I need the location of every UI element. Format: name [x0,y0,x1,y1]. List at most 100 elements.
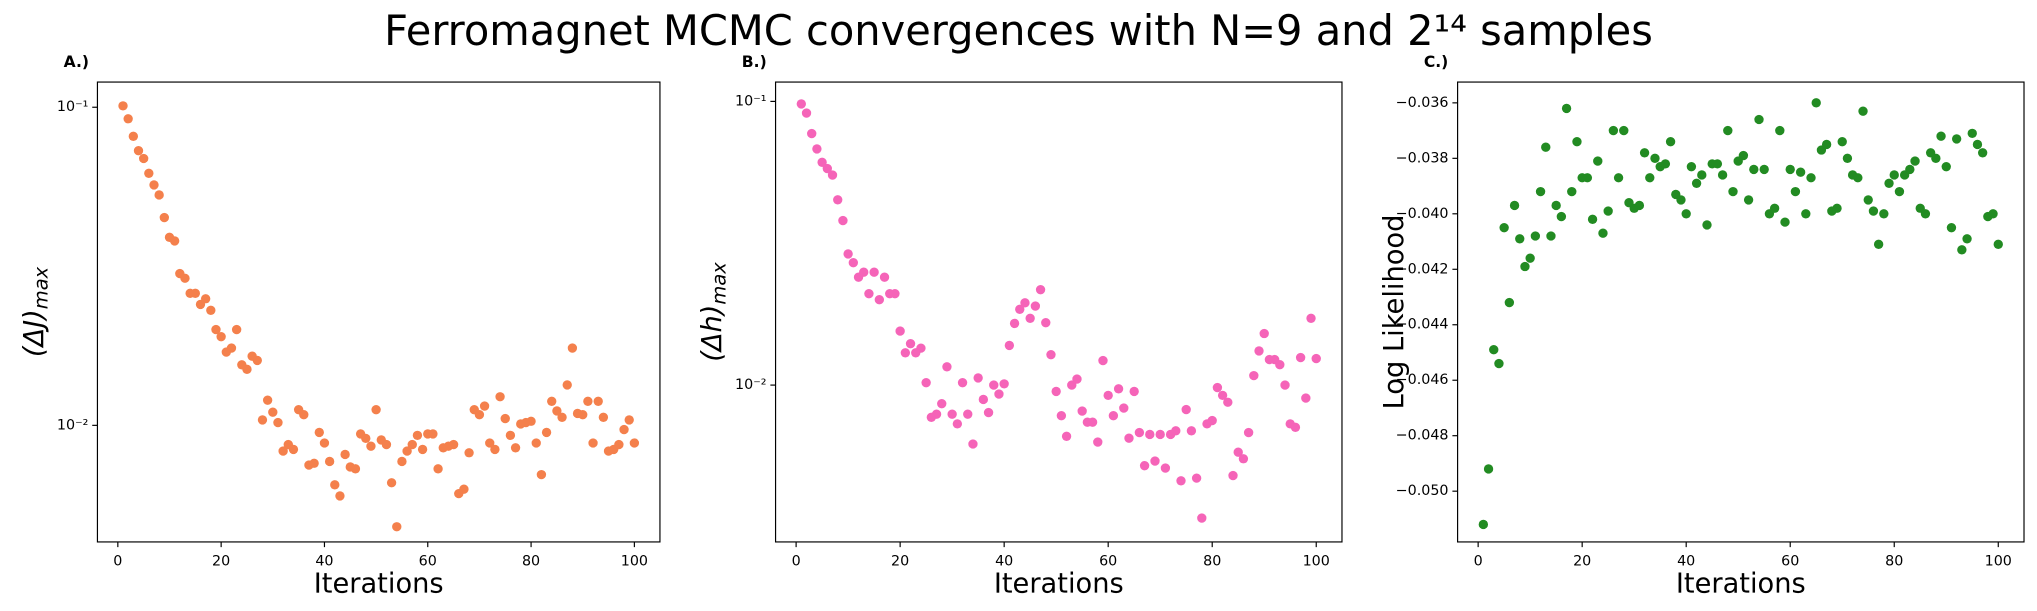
point [159,212,170,223]
point [1988,209,1998,219]
point [1181,404,1191,415]
point [1582,173,1593,183]
point [1290,422,1301,432]
point [1738,150,1749,161]
point [1972,139,1983,150]
point [490,444,500,455]
point [386,478,397,488]
point [1119,403,1129,413]
point [1520,261,1530,272]
point [1280,380,1290,390]
y-axis-label-main: (ΔJ) [19,309,50,357]
point [1186,426,1197,436]
y-tick-label: −0.038 [1396,150,1449,166]
point [495,392,505,402]
point [1967,128,1977,139]
y-axis-label: (ΔJ)max [19,266,52,357]
point [1561,103,1572,114]
point [531,438,541,448]
point [485,438,495,448]
y-axis-label: Log Likelihood [1379,215,1410,410]
point [1103,390,1113,401]
point [1795,167,1806,177]
point [350,464,361,474]
x-tick-label: 80 [1203,553,1221,569]
point [1509,200,1520,211]
point [1004,340,1015,351]
point [864,289,874,299]
point [510,443,521,453]
point [1676,195,1686,205]
point [1041,317,1051,328]
point [1977,148,1988,158]
point [1541,142,1551,152]
x-tick-label: 60 [419,553,437,569]
point [812,144,822,154]
point [1259,328,1269,339]
x-tick-label: 60 [1099,553,1117,569]
point [1645,173,1655,183]
point [1863,195,1873,205]
point [366,441,376,451]
point [583,396,593,406]
point [1931,153,1941,164]
point [262,395,273,405]
point [1494,358,1504,369]
point [1691,178,1702,188]
point [900,348,911,358]
point [890,289,900,299]
plot-frame [1457,81,2025,543]
point [869,267,879,277]
point [1832,203,1842,213]
point [324,456,335,467]
point [1728,186,1738,197]
point [624,415,634,425]
point [505,430,516,441]
point [1525,253,1535,263]
point [1551,200,1561,211]
y-tick-label: −0.046 [1396,372,1449,388]
point [1546,231,1556,241]
point [614,439,624,450]
point [1145,429,1155,440]
point [1056,411,1067,421]
point [1171,426,1181,436]
point [226,343,237,353]
point [541,427,552,438]
y-tick-label: −0.050 [1396,483,1449,499]
point [588,438,598,448]
point [335,491,345,501]
point [916,343,926,353]
plot-frame [96,81,661,543]
point [1962,234,1972,244]
point [874,295,885,305]
point [1889,170,1899,180]
point [1134,427,1145,438]
point [843,249,853,259]
point [1160,463,1171,473]
point [1087,417,1098,427]
point [1811,98,1821,108]
point [931,409,942,419]
x-tick-label: 40 [995,553,1013,569]
point [1785,164,1795,175]
point [942,362,952,372]
point [1113,384,1124,394]
point [1801,209,1811,219]
point [1093,437,1103,447]
point [1030,301,1041,311]
point [989,380,999,390]
x-tick-label: 100 [1985,553,2012,569]
x-tick-label: 40 [315,553,333,569]
x-tick-label: 100 [1303,553,1330,569]
point [963,409,973,419]
point [1254,346,1264,356]
point [464,448,474,458]
point [1556,211,1567,222]
y-axis-label: (Δh)max [697,262,730,362]
x-tick-label: 80 [1885,553,1903,569]
point [231,324,242,335]
x-tick-label: 20 [212,553,230,569]
point [1587,214,1598,225]
